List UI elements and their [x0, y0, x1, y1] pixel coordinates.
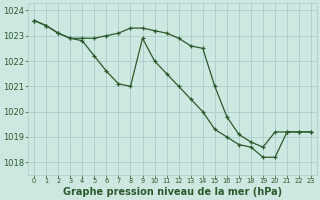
X-axis label: Graphe pression niveau de la mer (hPa): Graphe pression niveau de la mer (hPa): [63, 187, 282, 197]
